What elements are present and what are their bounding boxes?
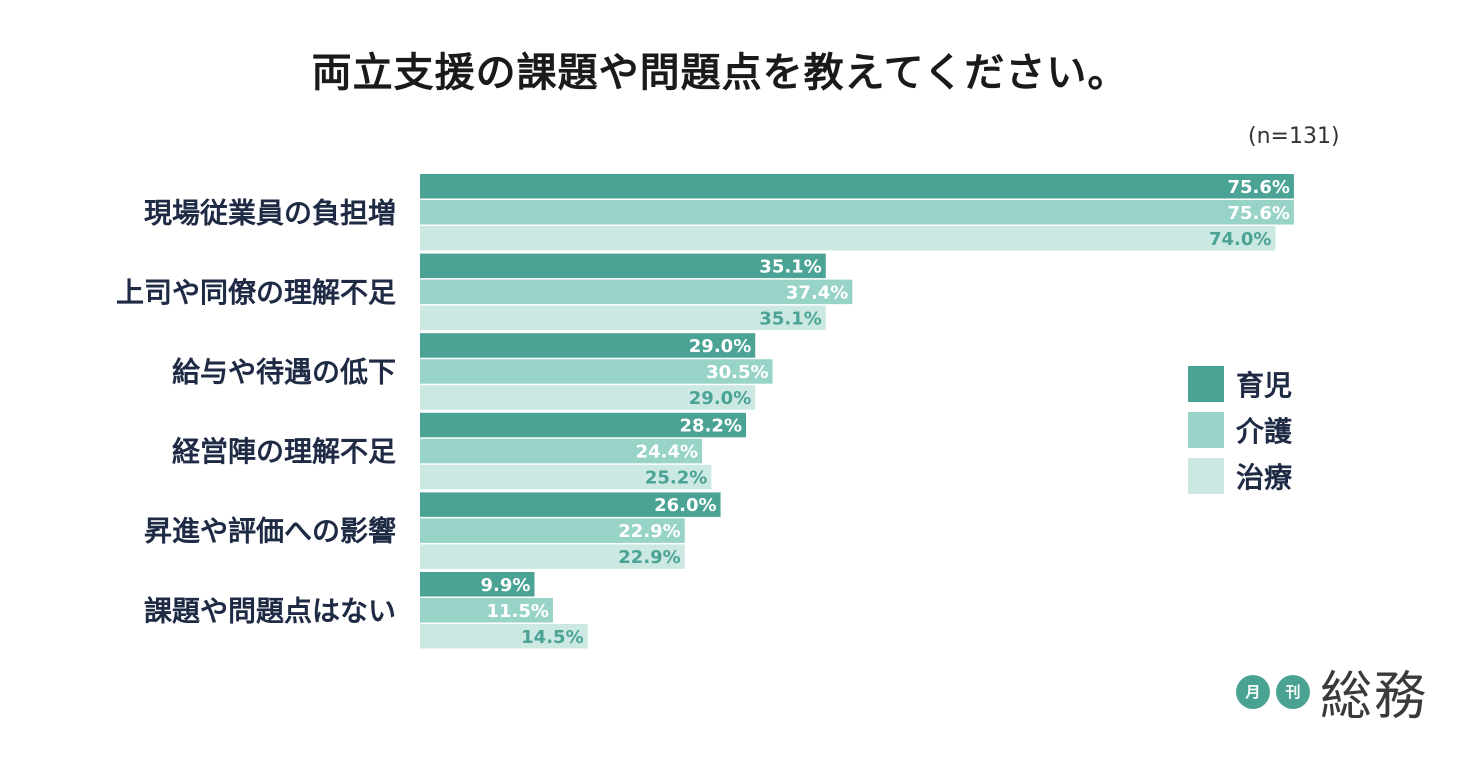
bar [420, 624, 588, 649]
bar [420, 359, 773, 384]
chart-title: 両立支援の課題や問題点を教えてください。 [311, 50, 1129, 96]
legend-label: 治療 [1236, 461, 1293, 494]
bar-value-label: 75.6% [1227, 203, 1289, 224]
bar-value-label: 11.5% [486, 601, 548, 622]
legend: 育児 介護 治療 [1188, 366, 1292, 504]
bar [420, 174, 1294, 199]
bar-value-label: 75.6% [1227, 177, 1289, 198]
logo-wordmark: 総務 [1320, 667, 1429, 727]
bar-value-label: 9.9% [481, 575, 531, 596]
category-label: 上司や同僚の理解不足 [116, 276, 396, 309]
legend-swatch [1188, 412, 1224, 448]
bar [420, 333, 756, 358]
bar [420, 518, 685, 543]
bar-value-label: 35.1% [759, 256, 821, 277]
bar-value-label: 22.9% [618, 521, 680, 542]
legend-label: 介護 [1236, 415, 1293, 448]
bar-value-label: 74.0% [1209, 229, 1271, 250]
bar [420, 544, 685, 569]
legend-item: 介護 [1188, 412, 1292, 448]
legend-item: 治療 [1188, 458, 1292, 494]
bar-value-label: 24.4% [636, 442, 698, 463]
legend-item: 育児 [1188, 366, 1292, 402]
bar [420, 492, 721, 517]
bar-value-label: 35.1% [759, 308, 821, 329]
logo-badge-kan: 刊 [1276, 674, 1310, 709]
bar [420, 305, 826, 331]
legend-swatch [1188, 458, 1224, 494]
category-label: 現場従業員の負担増 [144, 196, 396, 229]
bar [420, 279, 853, 305]
bar [420, 253, 826, 279]
bar [420, 438, 703, 464]
bar-value-label: 29.0% [689, 388, 751, 409]
logo-badge-getsu: 月 [1236, 674, 1270, 709]
bar [420, 226, 1276, 251]
legend-swatch [1188, 366, 1224, 402]
category-label: 課題や問題点はない [144, 594, 396, 627]
bar-value-label: 28.2% [680, 416, 742, 437]
bar [420, 598, 553, 623]
bar [420, 412, 746, 438]
bar-value-label: 14.5% [521, 627, 583, 648]
bar [420, 385, 756, 410]
bar-value-label: 26.0% [654, 495, 716, 516]
bar-value-label: 29.0% [689, 336, 751, 357]
sample-size-note: (n=131) [1248, 124, 1340, 149]
bar-value-label: 30.5% [706, 362, 768, 383]
category-label: 給与や待遇の低下 [172, 355, 396, 388]
category-label: 経営陣の理解不足 [172, 435, 396, 468]
bar-value-label: 25.2% [645, 468, 707, 489]
bar-value-label: 37.4% [786, 282, 848, 303]
bar [420, 200, 1294, 225]
category-label: 昇進や評価への影響 [144, 515, 396, 548]
bar [420, 464, 712, 490]
legend-label: 育児 [1236, 369, 1293, 402]
bar [420, 572, 535, 597]
bar-value-label: 22.9% [618, 547, 680, 568]
brand-logo: 月 刊 総務 [1236, 654, 1428, 729]
